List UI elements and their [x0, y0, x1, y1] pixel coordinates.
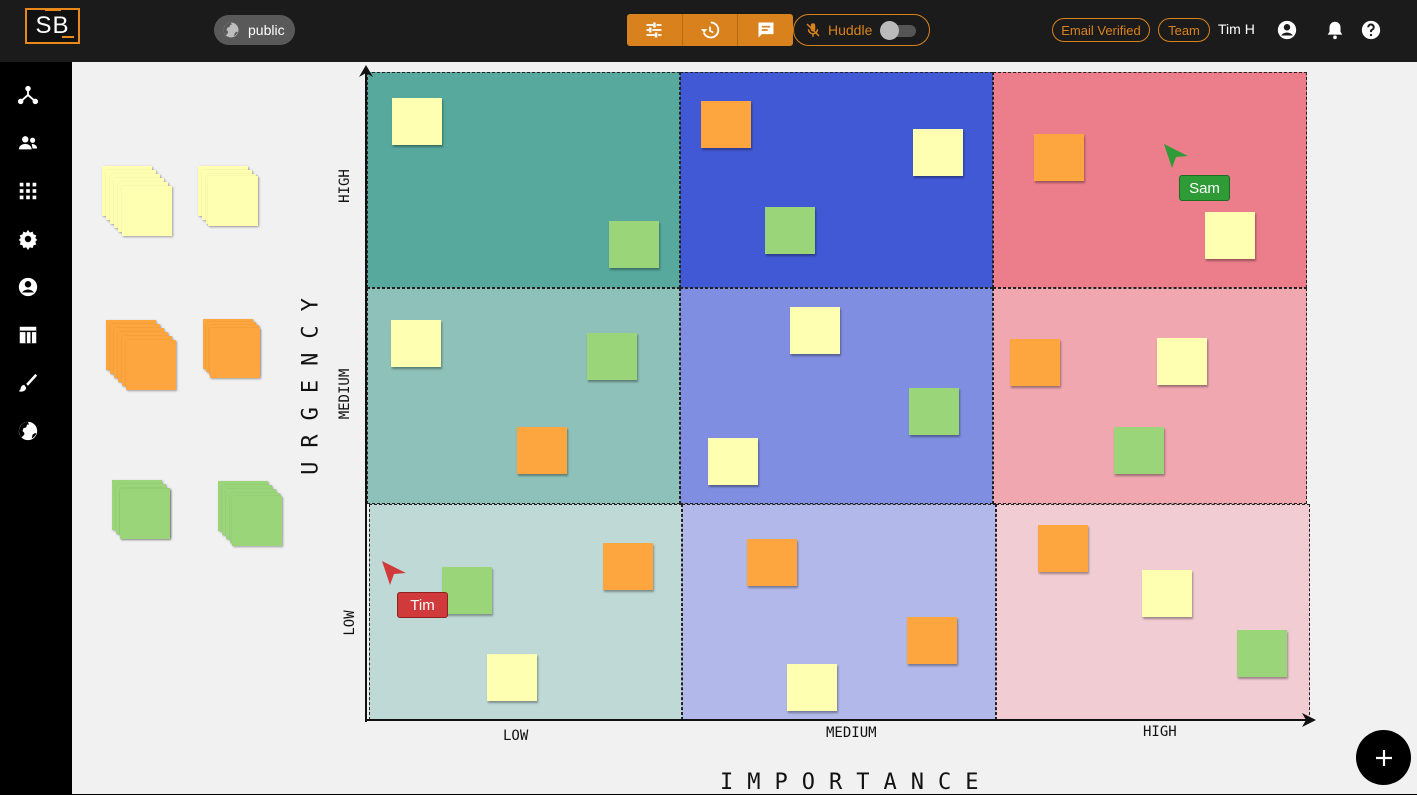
y-axis-title: URGENCY: [298, 284, 324, 475]
sticky-note[interactable]: [747, 539, 797, 586]
help-icon[interactable]: [1360, 19, 1382, 41]
sticky-note[interactable]: [442, 567, 492, 614]
y-level-low-label: LOW: [342, 610, 358, 636]
sticky-note[interactable]: [609, 221, 659, 268]
tim-cursor-icon: [382, 561, 406, 585]
sticky-note[interactable]: [487, 654, 537, 701]
graph-icon[interactable]: [17, 84, 39, 106]
x-axis-line: [365, 719, 1307, 721]
plus-icon: [1375, 749, 1392, 766]
sticky-note[interactable]: [1205, 212, 1255, 259]
sticky-note[interactable]: [1237, 630, 1287, 677]
account-circle-icon[interactable]: [1276, 19, 1298, 41]
globe-icon: [223, 22, 239, 38]
sticky-note[interactable]: [517, 427, 567, 474]
user-name[interactable]: Tim H: [1218, 21, 1255, 37]
app-logo[interactable]: SB: [25, 8, 80, 44]
sticky-note[interactable]: [787, 664, 837, 711]
board-toolbar: [627, 14, 793, 46]
y-level-high-label: HIGH: [337, 169, 353, 203]
sticky-note[interactable]: [1034, 134, 1084, 181]
sticky-note[interactable]: [909, 388, 959, 435]
brush-icon[interactable]: [17, 372, 39, 394]
huddle-toggle-knob: [880, 21, 899, 40]
huddle-label: Huddle: [828, 22, 873, 38]
visibility-label: public: [248, 22, 285, 38]
history-icon: [700, 21, 720, 39]
sticky-note[interactable]: [701, 101, 751, 148]
email-verified-badge[interactable]: Email Verified: [1052, 18, 1150, 42]
apps-grid-icon[interactable]: [17, 180, 39, 202]
huddle-toggle[interactable]: [880, 21, 918, 40]
settings-sliders-button[interactable]: [627, 14, 683, 46]
history-button[interactable]: [683, 14, 739, 46]
tim-cursor-label: Tim: [397, 592, 448, 618]
sam-cursor-icon: [1164, 144, 1188, 168]
sticky-note[interactable]: [1038, 525, 1088, 572]
x-axis-title: IMPORTANCE: [720, 770, 993, 795]
sticky-note[interactable]: [913, 129, 963, 176]
team-badge[interactable]: Team: [1158, 18, 1210, 42]
settings-icon[interactable]: [17, 228, 39, 250]
sticky-note[interactable]: [1157, 338, 1207, 385]
x-level-medium-label: MEDIUM: [826, 725, 877, 741]
sticky-note[interactable]: [765, 207, 815, 254]
sticky-note[interactable]: [907, 617, 957, 664]
globe-icon[interactable]: [17, 420, 39, 442]
visibility-toggle[interactable]: public: [214, 15, 295, 45]
mic-off-icon: [806, 23, 820, 37]
sticky-note[interactable]: [603, 543, 653, 590]
cell-low-urgency-medium-importance: [682, 504, 996, 720]
add-button[interactable]: [1356, 730, 1411, 785]
sticky-note[interactable]: [1142, 570, 1192, 617]
sidebar: [0, 62, 72, 794]
table-icon[interactable]: [17, 324, 39, 346]
sticky-note[interactable]: [1010, 339, 1060, 386]
x-level-low-label: LOW: [503, 728, 529, 744]
chat-button[interactable]: [738, 14, 793, 46]
x-level-high-label: HIGH: [1143, 724, 1177, 740]
sam-cursor-label: Sam: [1179, 175, 1230, 201]
huddle-control[interactable]: Huddle: [793, 14, 930, 46]
y-axis-arrow: [359, 65, 373, 77]
top-bar: SB public Huddle Email Verified Team Tim…: [0, 0, 1417, 62]
users-icon[interactable]: [17, 132, 39, 154]
y-level-medium-label: MEDIUM: [337, 368, 353, 420]
bell-icon[interactable]: [1324, 19, 1346, 41]
sticky-note[interactable]: [392, 98, 442, 145]
chat-icon: [758, 22, 774, 38]
account-icon[interactable]: [17, 276, 39, 298]
sticky-note[interactable]: [790, 307, 840, 354]
sticky-note[interactable]: [391, 320, 441, 367]
sliders-icon: [646, 22, 662, 38]
sticky-note[interactable]: [708, 438, 758, 485]
board-canvas[interactable]: HIGH MEDIUM LOW LOW MEDIUM HIGH URGENCY …: [72, 62, 1417, 795]
sticky-note[interactable]: [1114, 427, 1164, 474]
y-axis-line: [365, 72, 367, 722]
sticky-note[interactable]: [587, 333, 637, 380]
x-axis-arrow: [1302, 713, 1316, 727]
